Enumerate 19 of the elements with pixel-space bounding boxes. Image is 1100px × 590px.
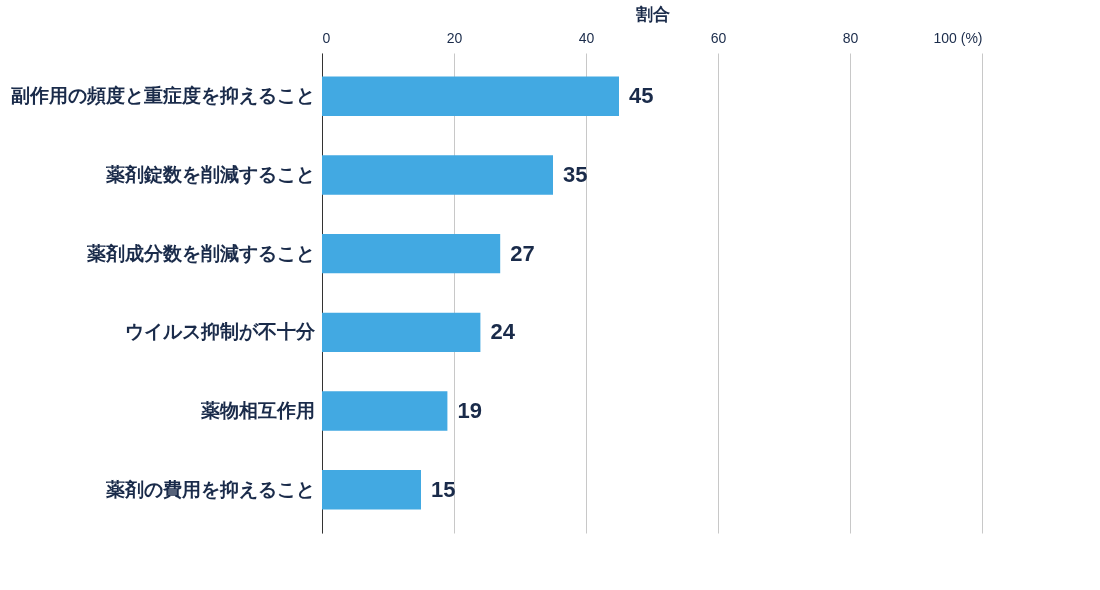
x-tick-label: 40 bbox=[578, 29, 595, 46]
x-tick-label: 0 bbox=[322, 29, 331, 46]
x-tick-label: 100 (%) bbox=[933, 29, 983, 46]
x-tick-label: 80 bbox=[842, 29, 859, 46]
data-label: 27 bbox=[510, 240, 535, 266]
x-tick-label: 20 bbox=[446, 29, 463, 46]
y-tick-label: 薬剤の費用を抑えること bbox=[104, 478, 315, 500]
data-label: 35 bbox=[563, 161, 588, 187]
data-label: 15 bbox=[431, 476, 456, 502]
data-label: 24 bbox=[490, 319, 516, 345]
y-tick-label: 副作用の頻度と重症度を抑えること bbox=[10, 85, 315, 107]
data-label: 19 bbox=[457, 398, 482, 424]
y-tick-label: 薬物相互作用 bbox=[199, 400, 315, 422]
x-axis-title: 割合 bbox=[634, 4, 670, 24]
data-label: 45 bbox=[629, 83, 654, 109]
x-tick-label: 60 bbox=[710, 29, 727, 46]
y-tick-label: 薬剤錠数を削減すること bbox=[104, 163, 315, 185]
y-tick-label: ウイルス抑制が不十分 bbox=[124, 321, 316, 343]
y-tick-label: 薬剤成分数を削減すること bbox=[85, 242, 315, 264]
